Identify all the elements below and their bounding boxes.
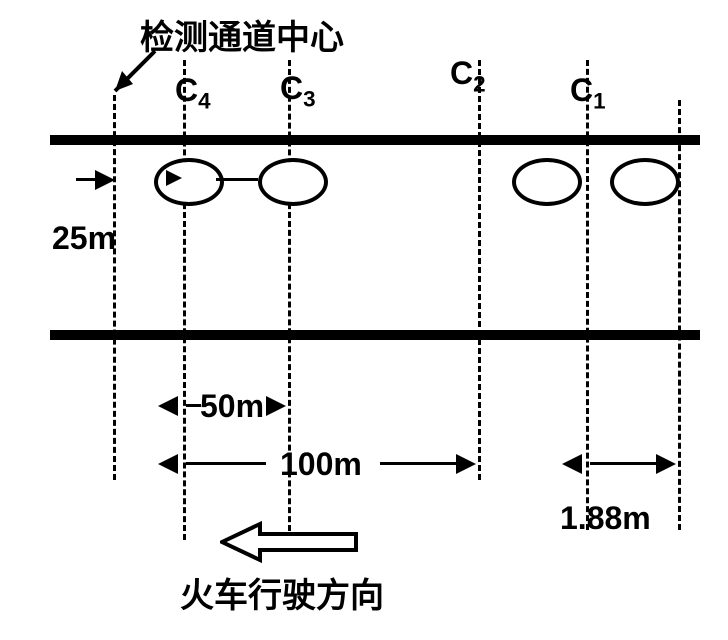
wheel-c1-right <box>610 158 680 206</box>
rail-top <box>50 135 700 145</box>
line-c1-right <box>678 100 681 530</box>
diagram-canvas: 检测通道中心 C4 C3 C2 C1 25m 50m <box>0 0 728 640</box>
line-c1 <box>586 60 589 530</box>
wheel-c3 <box>258 158 328 206</box>
label-c3: C3 <box>280 70 316 112</box>
wheel-c2-right <box>512 158 582 206</box>
dim-188m-label: 1.88m <box>560 500 651 537</box>
title-label: 检测通道中心 <box>140 10 344 59</box>
direction-label: 火车行驶方向 <box>180 568 384 617</box>
dim-25m-label: 25m <box>52 220 116 257</box>
line-c2 <box>478 60 481 480</box>
wheel-c4 <box>154 158 224 206</box>
centerline <box>113 95 116 480</box>
dim-50m-label: 50m <box>200 388 264 425</box>
title-pointer-arrow <box>100 46 170 111</box>
link-c4-c3 <box>216 178 258 181</box>
rail-bottom <box>50 330 700 340</box>
dim-100m-label: 100m <box>280 446 362 483</box>
line-c4 <box>183 60 186 540</box>
direction-arrow-icon <box>220 520 360 569</box>
label-c4: C4 <box>175 72 211 114</box>
